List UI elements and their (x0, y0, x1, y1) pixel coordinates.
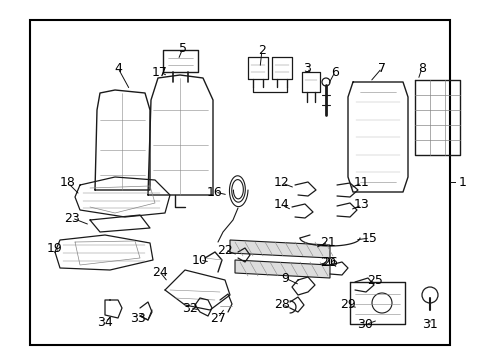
Text: 34: 34 (97, 315, 113, 328)
Text: 21: 21 (320, 235, 335, 248)
Text: 10: 10 (192, 253, 207, 266)
Text: 33: 33 (130, 311, 145, 324)
Text: 4: 4 (114, 62, 122, 75)
Text: 31: 31 (421, 319, 437, 332)
Text: 13: 13 (353, 198, 369, 211)
Text: 11: 11 (353, 176, 369, 189)
Text: 1: 1 (458, 175, 466, 189)
Text: 2: 2 (258, 44, 265, 57)
Text: 25: 25 (366, 274, 382, 287)
Text: 20: 20 (320, 256, 335, 269)
Text: 28: 28 (273, 298, 289, 311)
Text: 12: 12 (274, 176, 289, 189)
Text: 9: 9 (281, 271, 288, 284)
Text: 5: 5 (179, 41, 186, 54)
Text: 29: 29 (340, 298, 355, 311)
Text: 32: 32 (182, 302, 198, 315)
Polygon shape (229, 240, 329, 258)
Text: 6: 6 (330, 66, 338, 78)
Text: 3: 3 (303, 62, 310, 75)
Text: 24: 24 (152, 266, 167, 279)
Polygon shape (235, 260, 329, 278)
Bar (30, 20, 449, 345)
Text: 16: 16 (207, 185, 223, 198)
Text: 15: 15 (361, 231, 377, 244)
Text: 8: 8 (417, 62, 425, 75)
Text: 18: 18 (60, 176, 76, 189)
Text: 23: 23 (64, 211, 80, 225)
Text: 17: 17 (152, 66, 167, 78)
Text: 26: 26 (322, 256, 337, 269)
Text: 7: 7 (377, 62, 385, 75)
Text: 27: 27 (210, 311, 225, 324)
Text: 19: 19 (47, 242, 63, 255)
Text: 14: 14 (274, 198, 289, 211)
Text: 30: 30 (356, 319, 372, 332)
Text: 22: 22 (217, 243, 232, 256)
